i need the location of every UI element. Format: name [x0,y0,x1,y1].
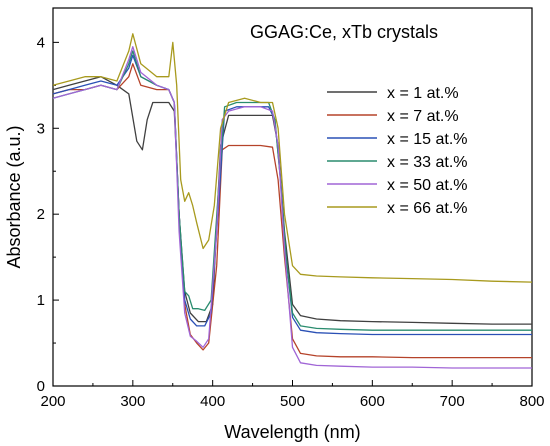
y-tick-label: 4 [37,34,45,51]
legend-label-2: x = 7 at.% [387,108,459,125]
x-tick-label: 800 [519,393,544,410]
legend-label-3: x = 15 at.% [387,131,468,148]
series-line-6 [52,33,533,283]
y-tick-label: 1 [37,292,45,309]
y-axis-title: Absorbance (a.u.) [4,125,24,268]
legend-label-4: x = 33 at.% [387,154,468,171]
legend-label-1: x = 1 at.% [387,85,459,102]
plot-frame [52,7,533,387]
legend-label-5: x = 50 at.% [387,177,468,194]
y-tick-label: 3 [37,120,45,137]
x-tick-label: 200 [40,393,65,410]
legend-label-6: x = 66 at.% [387,200,468,217]
series-line-5 [52,46,532,369]
x-tick-label: 400 [200,393,225,410]
series-line-3 [52,54,532,336]
series-layer [52,33,533,369]
x-tick-label: 700 [440,393,465,410]
x-tick-label: 300 [120,393,145,410]
y-axis-ticks: 0 1 2 3 4 [37,34,59,395]
x-tick-label: 500 [280,393,305,410]
x-axis-title: Wavelength (nm) [224,422,360,442]
y-tick-label: 2 [37,206,45,223]
x-axis-ticks: 200 300 400 500 600 700 800 [40,380,545,410]
x-tick-label: 600 [360,393,385,410]
series-line-1 [52,76,532,325]
chart-title: GGAG:Ce, xTb crystals [250,22,438,42]
series-line-2 [52,63,532,359]
y-tick-label: 0 [37,378,45,395]
legend: x = 1 at.% x = 7 at.% x = 15 at.% x = 33 at… [327,85,468,217]
